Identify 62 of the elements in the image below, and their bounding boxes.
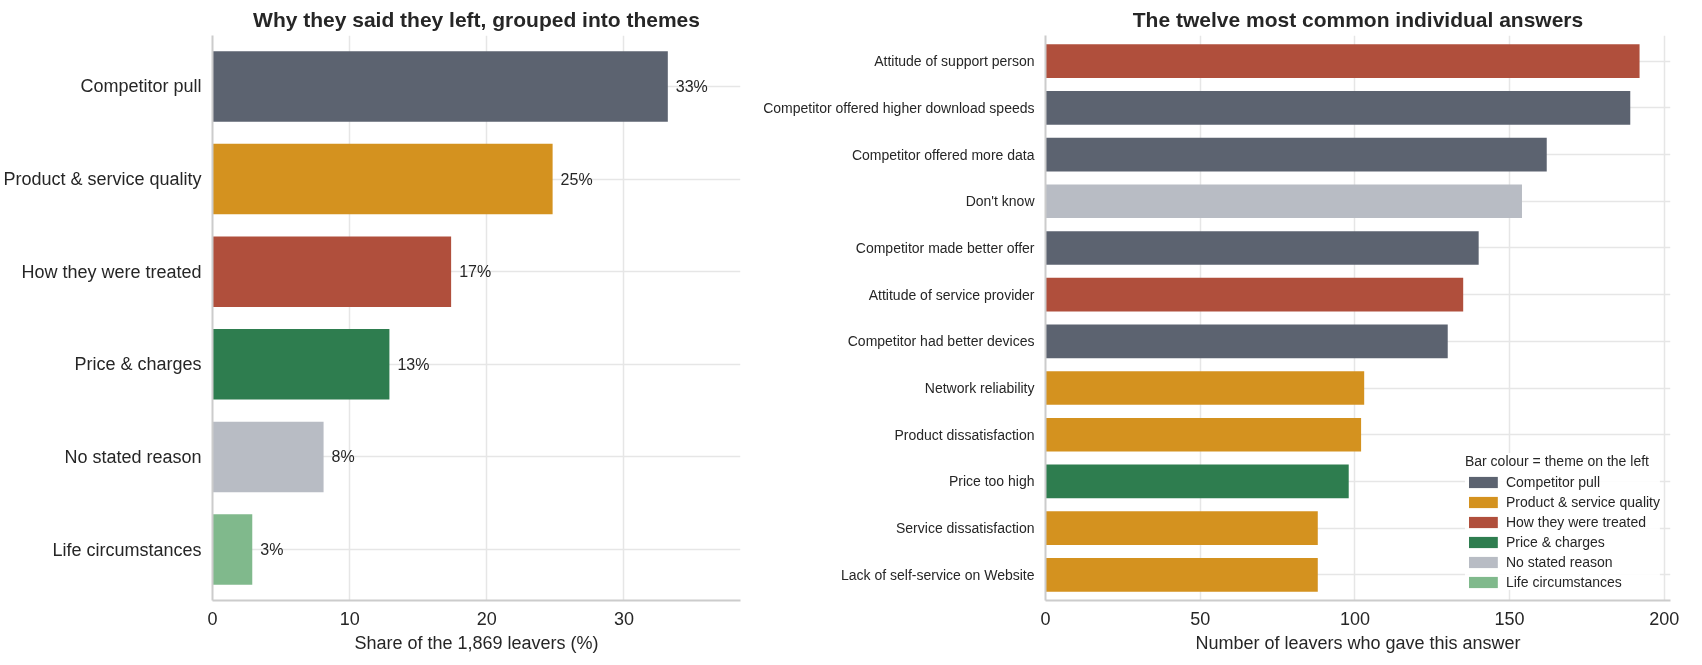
y-tick-label: Competitor made better offer bbox=[855, 239, 1035, 256]
data-label: 25% bbox=[560, 170, 593, 188]
y-tick-label: Price too high bbox=[948, 473, 1035, 490]
y-tick-label: Competitor had better devices bbox=[847, 333, 1035, 350]
legend-title: Bar colour = theme on the left bbox=[1464, 453, 1650, 469]
y-tick-label: Attitude of support person bbox=[874, 53, 1035, 70]
bar bbox=[1045, 44, 1640, 78]
bar bbox=[212, 143, 553, 215]
y-tick-label: Competitor pull bbox=[80, 76, 202, 97]
bar bbox=[212, 236, 452, 307]
y-tick-label: No stated reason bbox=[64, 446, 202, 467]
data-label: 33% bbox=[675, 77, 708, 95]
bar bbox=[1045, 371, 1365, 405]
y-tick-label: Product & service quality bbox=[3, 169, 202, 190]
bar bbox=[1045, 464, 1349, 499]
bar bbox=[1045, 417, 1362, 452]
bar bbox=[1045, 91, 1631, 125]
x-tick-label: 30 bbox=[613, 608, 634, 629]
bar bbox=[1045, 558, 1318, 592]
bar bbox=[1045, 511, 1318, 545]
bar bbox=[212, 421, 324, 493]
x-tick-label: 200 bbox=[1649, 608, 1680, 629]
legend-label: Competitor pull bbox=[1505, 474, 1601, 490]
x-axis-title: Share of the 1,869 leavers (%) bbox=[354, 632, 599, 653]
bar bbox=[1045, 184, 1522, 219]
x-tick-label: 20 bbox=[476, 608, 497, 629]
x-tick-label: 10 bbox=[339, 608, 360, 629]
x-tick-label: 0 bbox=[1040, 608, 1051, 629]
data-label: 3% bbox=[260, 541, 284, 559]
bar bbox=[212, 514, 253, 585]
data-label: 8% bbox=[331, 448, 355, 466]
legend-label: Product & service quality bbox=[1505, 494, 1660, 510]
y-tick-label: How they were treated bbox=[21, 261, 202, 282]
bar bbox=[1045, 231, 1479, 265]
data-label: 13% bbox=[397, 355, 430, 373]
chart-title: The twelve most common individual answers bbox=[1132, 7, 1584, 31]
data-label: 17% bbox=[459, 263, 492, 281]
y-tick-label: Attitude of service provider bbox=[868, 286, 1035, 303]
y-tick-label: Competitor offered more data bbox=[851, 146, 1035, 163]
y-tick-label: Don't know bbox=[965, 193, 1036, 210]
y-tick-label: Lack of self-service on Website bbox=[841, 566, 1035, 583]
x-tick-label: 100 bbox=[1339, 608, 1370, 629]
y-tick-label: Price & charges bbox=[74, 354, 202, 375]
y-tick-label: Product dissatisfaction bbox=[894, 426, 1035, 443]
bar bbox=[212, 51, 668, 122]
bar bbox=[1045, 324, 1448, 359]
legend-label: No stated reason bbox=[1505, 554, 1613, 570]
bar bbox=[1045, 277, 1464, 312]
legend-label: Life circumstances bbox=[1505, 574, 1622, 590]
bar bbox=[212, 329, 390, 400]
y-tick-label: Life circumstances bbox=[52, 539, 202, 560]
bar bbox=[1045, 137, 1547, 172]
x-tick-label: 150 bbox=[1494, 608, 1525, 629]
x-axis-title: Number of leavers who gave this answer bbox=[1195, 632, 1521, 653]
x-tick-label: 50 bbox=[1190, 608, 1211, 629]
y-tick-label: Service dissatisfaction bbox=[896, 520, 1035, 537]
legend-label: Price & charges bbox=[1505, 534, 1605, 550]
chart-title: Why they said they left, grouped into themes bbox=[253, 7, 700, 31]
y-tick-label: Network reliability bbox=[924, 380, 1035, 397]
y-tick-label: Competitor offered higher download speeds bbox=[763, 99, 1035, 116]
x-tick-label: 0 bbox=[207, 608, 218, 629]
legend-label: How they were treated bbox=[1505, 514, 1646, 530]
